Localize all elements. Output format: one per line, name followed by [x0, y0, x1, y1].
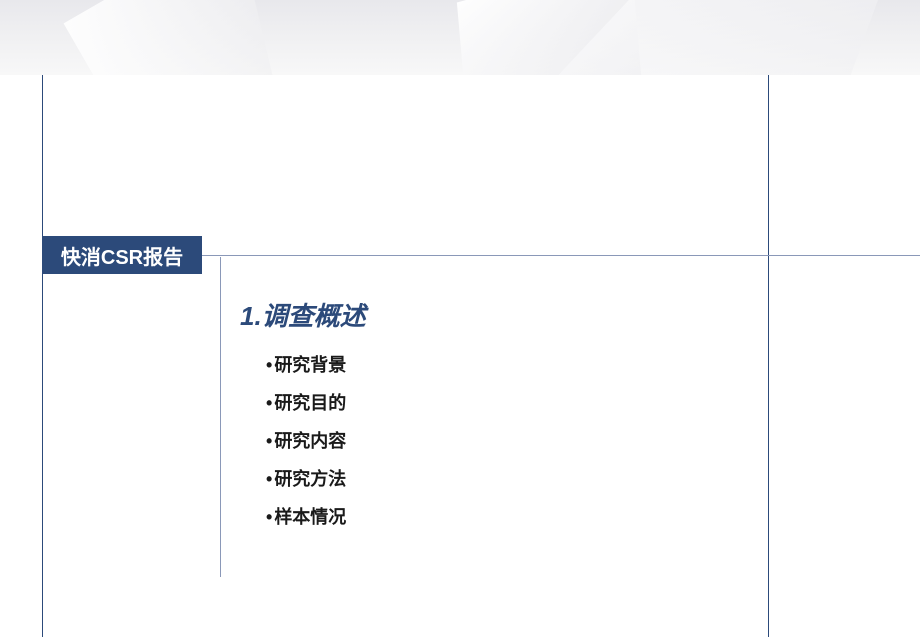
header-decorative-band — [0, 0, 920, 75]
title-badge: 快消CSR报告 — [42, 236, 202, 274]
section-heading: 1.调查概述 — [240, 296, 366, 333]
bullet-item: 研究背景 — [266, 346, 346, 384]
title-label: 快消CSR报告 — [61, 241, 183, 270]
bullet-item: 研究内容 — [266, 422, 346, 460]
bullet-item: 研究目的 — [266, 384, 346, 422]
header-fold-shape — [457, 0, 643, 75]
frame-line-left — [42, 75, 43, 637]
divider-vertical — [220, 257, 221, 577]
bullet-list: 研究背景 研究目的 研究内容 研究方法 样本情况 — [266, 346, 346, 536]
bullet-item: 样本情况 — [266, 498, 346, 536]
bullet-item: 研究方法 — [266, 460, 346, 498]
divider-horizontal — [202, 255, 920, 256]
frame-line-right — [768, 75, 769, 637]
